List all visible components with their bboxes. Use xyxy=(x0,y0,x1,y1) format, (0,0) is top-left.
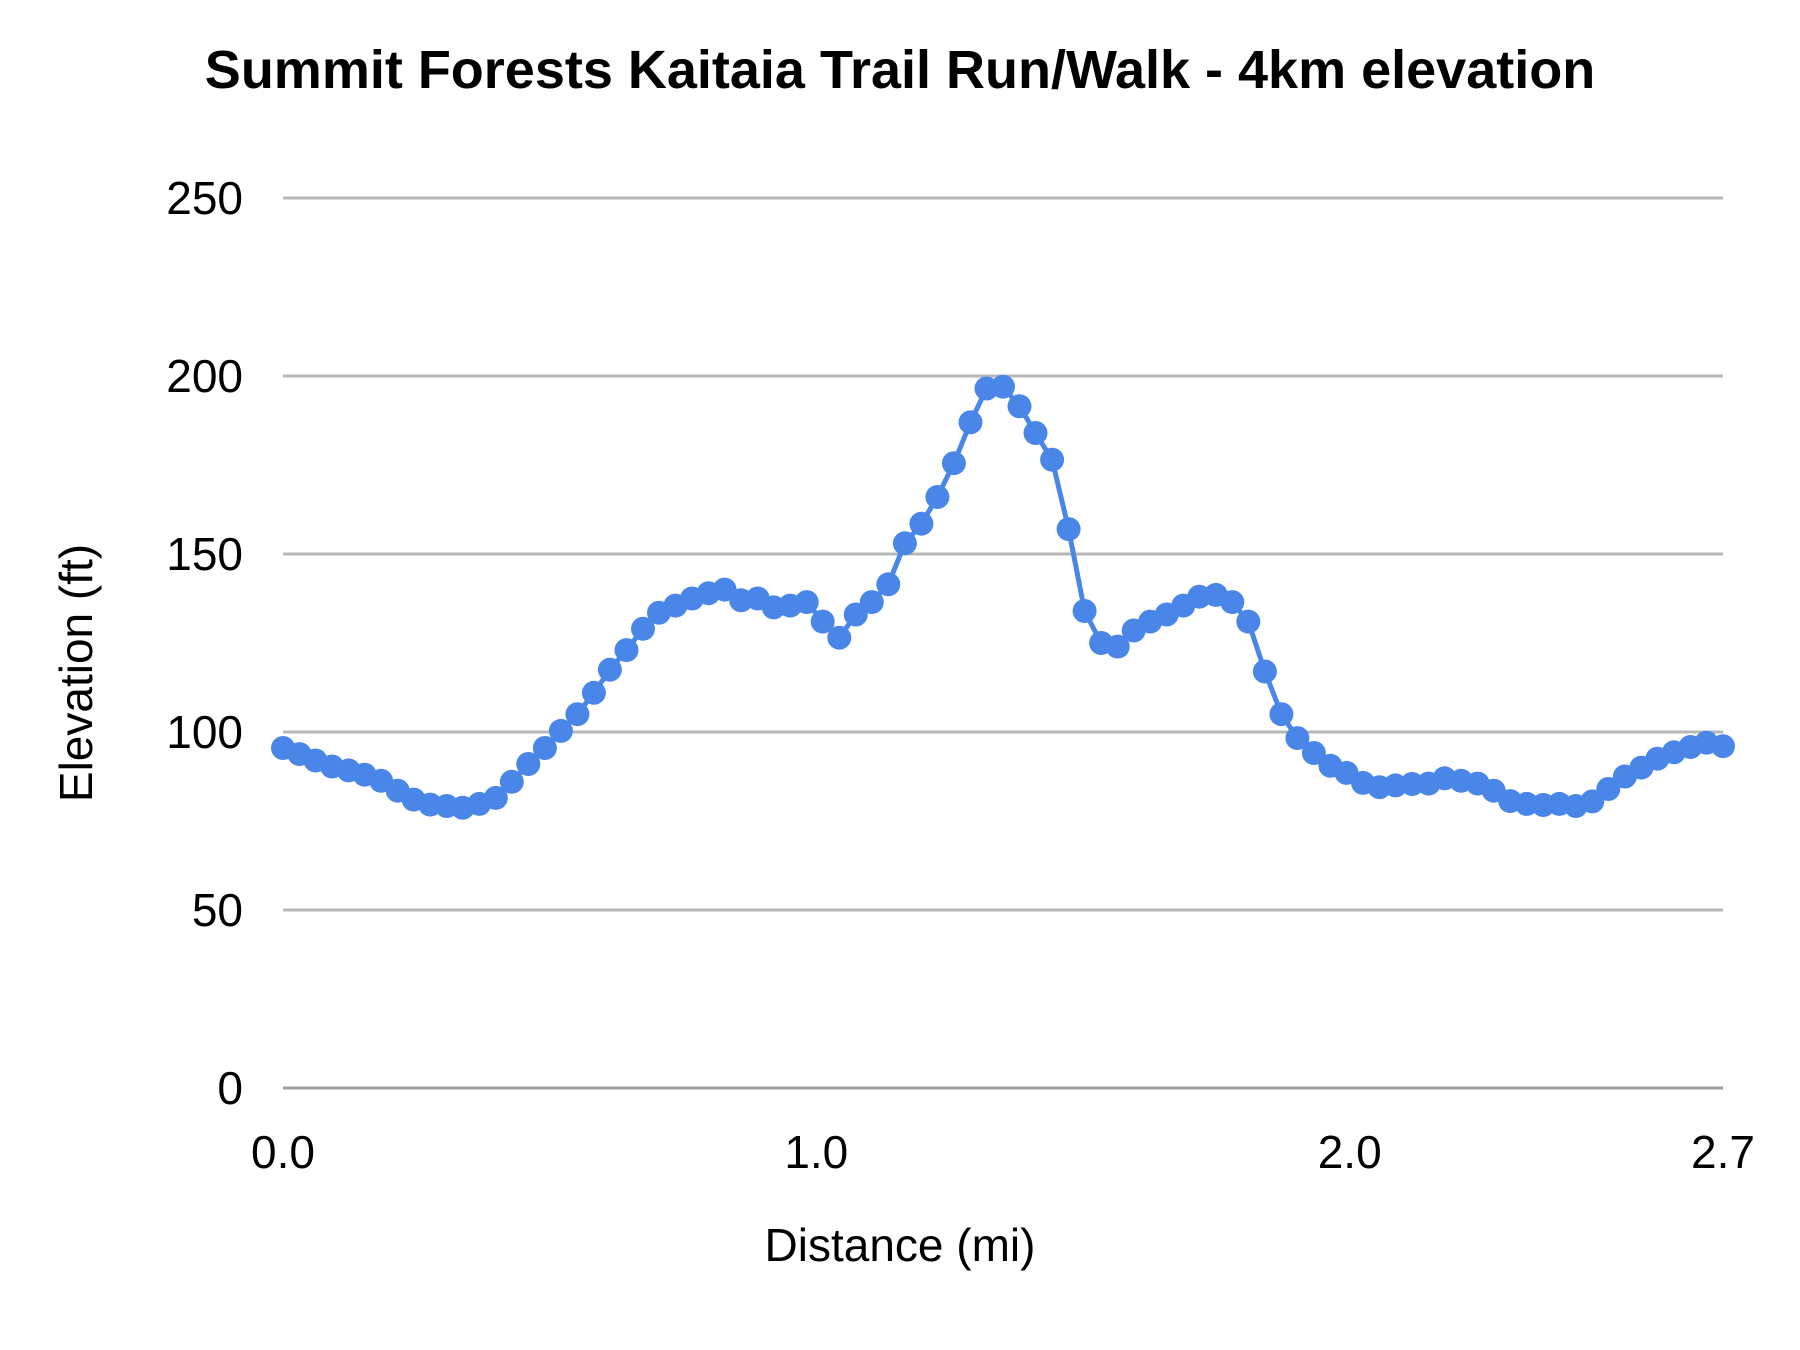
data-point-marker xyxy=(892,531,917,556)
y-tick-label: 150 xyxy=(166,528,243,580)
elevation-series-line xyxy=(282,384,1724,811)
data-point-marker xyxy=(991,374,1015,399)
x-tick-label: 2.0 xyxy=(1318,1126,1382,1178)
y-tick-label: 250 xyxy=(166,172,243,224)
data-point-marker xyxy=(1711,734,1735,759)
chart-title: Summit Forests Kaitaia Trail Run/Walk - … xyxy=(204,40,1596,100)
data-point-marker xyxy=(1040,447,1065,472)
data-point-marker xyxy=(1252,659,1277,684)
x-axis-title: Distance (mi) xyxy=(764,1219,1036,1271)
data-point-marker xyxy=(614,638,639,663)
data-point-marker xyxy=(1285,726,1310,751)
data-point-marker xyxy=(1236,609,1261,634)
data-point-marker xyxy=(483,785,508,810)
y-tick-label: 50 xyxy=(192,884,243,936)
y-tick-label: 200 xyxy=(166,350,243,402)
data-point-marker xyxy=(1105,634,1130,659)
data-point-marker xyxy=(909,511,934,536)
data-point-marker xyxy=(794,590,819,615)
data-point-marker xyxy=(1072,599,1097,623)
data-point-marker xyxy=(532,736,557,760)
data-point-marker xyxy=(1056,517,1081,542)
x-tick-label: 2.7 xyxy=(1691,1126,1755,1178)
data-point-marker xyxy=(859,590,884,615)
data-point-marker xyxy=(1269,702,1294,727)
data-point-marker xyxy=(1301,741,1326,765)
data-point-marker xyxy=(827,625,852,650)
data-point-marker xyxy=(1007,394,1032,419)
data-point-marker xyxy=(941,451,966,476)
x-tick-label: 0.0 xyxy=(251,1126,315,1178)
data-point-marker xyxy=(1220,590,1245,615)
data-point-marker xyxy=(925,485,950,509)
data-point-marker xyxy=(810,609,835,634)
data-point-marker xyxy=(548,718,573,743)
y-tick-label: 0 xyxy=(217,1062,243,1114)
data-point-marker xyxy=(631,616,655,641)
data-point-marker xyxy=(1023,421,1048,445)
data-point-marker xyxy=(1596,777,1621,801)
data-point-marker xyxy=(581,680,606,705)
data-point-marker xyxy=(597,657,622,682)
data-point-marker xyxy=(876,572,901,597)
data-point-marker xyxy=(499,769,524,794)
y-tick-label: 100 xyxy=(166,706,243,758)
data-point-marker xyxy=(565,702,590,727)
data-point-marker xyxy=(958,410,983,435)
x-tick-label: 1.0 xyxy=(784,1126,848,1178)
data-point-marker xyxy=(516,752,541,776)
